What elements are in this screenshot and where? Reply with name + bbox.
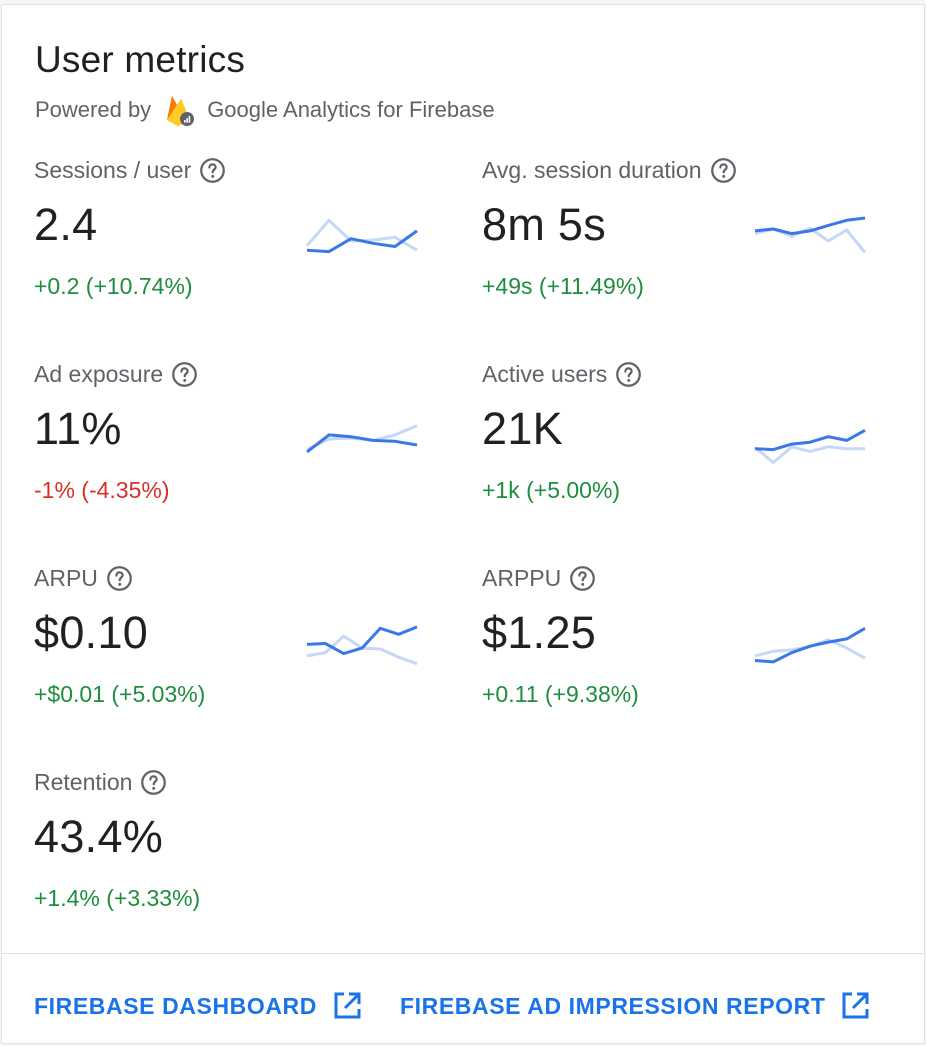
- sparkline-current-period: [306, 433, 418, 454]
- metric-label-row: Avg. session duration: [482, 155, 737, 185]
- metric-label-row: Sessions / user: [34, 155, 226, 185]
- metric-tile: ARPPU $1.25 +0.11 (+9.38%): [482, 563, 902, 733]
- metric-label-row: ARPU: [34, 563, 133, 593]
- help-icon[interactable]: [199, 157, 226, 184]
- metric-value: 2.4: [34, 199, 98, 250]
- powered-by-label: Powered by: [35, 97, 152, 122]
- metric-label: Retention: [34, 768, 133, 795]
- sparkline-current-period: [306, 229, 418, 254]
- metric-delta: -1% (-4.35%): [34, 477, 170, 503]
- metric-value: 11%: [34, 403, 122, 454]
- firebase-dashboard-link[interactable]: FIREBASE DASHBOARD: [34, 987, 363, 1025]
- metric-value: $1.25: [482, 607, 597, 658]
- sparkline-current-period: [754, 216, 866, 236]
- metric-label-row: ARPPU: [482, 563, 596, 593]
- metric-sparkline: [305, 218, 418, 254]
- metric-sparkline: [754, 216, 867, 254]
- help-icon[interactable]: [615, 361, 642, 388]
- metric-label: Sessions / user: [34, 156, 192, 183]
- card-title: User metrics: [35, 39, 246, 80]
- metric-tile: Ad exposure 11% -1% (-4.35%): [34, 359, 454, 529]
- metric-tile: Sessions / user 2.4 +0.2 (+10.74%): [34, 155, 454, 325]
- metric-label-row: Retention: [34, 767, 167, 797]
- help-icon[interactable]: [171, 361, 198, 388]
- metric-sparkline: [306, 625, 418, 666]
- metric-label-row: Ad exposure: [34, 359, 198, 389]
- sparkline-current-period: [754, 428, 866, 452]
- metric-tile: Active users 21K +1k (+5.00%): [482, 359, 902, 529]
- firebase-dashboard-label: FIREBASE DASHBOARD: [34, 992, 317, 1019]
- powered-by-row: Powered by Google Analytics for Firebase: [35, 93, 495, 127]
- sparkline-current-period: [306, 625, 418, 656]
- metric-label: Avg. session duration: [482, 156, 702, 183]
- firebase-ad-impression-report-link[interactable]: FIREBASE AD IMPRESSION REPORT: [400, 987, 871, 1025]
- metric-delta: +1.4% (+3.33%): [34, 885, 201, 911]
- firebase-logo-icon: [167, 96, 195, 126]
- metric-sparkline: [306, 424, 418, 454]
- metric-value: 21K: [482, 403, 563, 454]
- sparkline-previous-period: [754, 445, 865, 464]
- open-in-new-icon: [334, 992, 361, 1019]
- metric-label: ARPU: [34, 564, 98, 591]
- metric-delta: +49s (+11.49%): [482, 273, 644, 299]
- metric-label: ARPPU: [482, 564, 562, 591]
- metric-sparkline: [754, 627, 866, 664]
- help-icon[interactable]: [569, 565, 596, 592]
- metric-delta: +0.11 (+9.38%): [482, 681, 639, 707]
- metric-label-row: Active users: [482, 359, 642, 389]
- footer-divider: [2, 953, 924, 954]
- help-icon[interactable]: [140, 769, 167, 796]
- firebase-ad-impression-report-label: FIREBASE AD IMPRESSION REPORT: [400, 992, 826, 1019]
- metric-delta: +1k (+5.00%): [482, 477, 621, 503]
- sparkline-previous-period: [754, 638, 866, 660]
- help-icon[interactable]: [710, 157, 737, 184]
- metric-value: 43.4%: [34, 811, 164, 862]
- metric-label: Ad exposure: [34, 360, 164, 387]
- metric-delta: +0.2 (+10.74%): [34, 273, 193, 299]
- metric-value: 8m 5s: [482, 199, 607, 250]
- metric-tile: Avg. session duration 8m 5s +49s (+11.49%): [482, 155, 902, 325]
- metric-tile: ARPU $0.10 +$0.01 (+5.03%): [34, 563, 454, 733]
- metric-delta: +$0.01 (+5.03%): [34, 681, 206, 707]
- metric-label: Active users: [482, 360, 608, 387]
- sparkline-previous-period: [305, 218, 418, 252]
- brand-name: Google Analytics for Firebase: [207, 97, 495, 122]
- help-icon[interactable]: [106, 565, 133, 592]
- metric-value: $0.10: [34, 607, 149, 658]
- open-in-new-icon: [842, 992, 869, 1019]
- sparkline-current-period: [754, 627, 866, 664]
- sparkline-previous-period: [306, 634, 418, 666]
- metric-tile: Retention 43.4% +1.4% (+3.33%): [34, 767, 454, 937]
- metric-sparkline: [754, 428, 866, 464]
- user-metrics-card: User metrics Powered by Google Analytics…: [1, 4, 925, 1044]
